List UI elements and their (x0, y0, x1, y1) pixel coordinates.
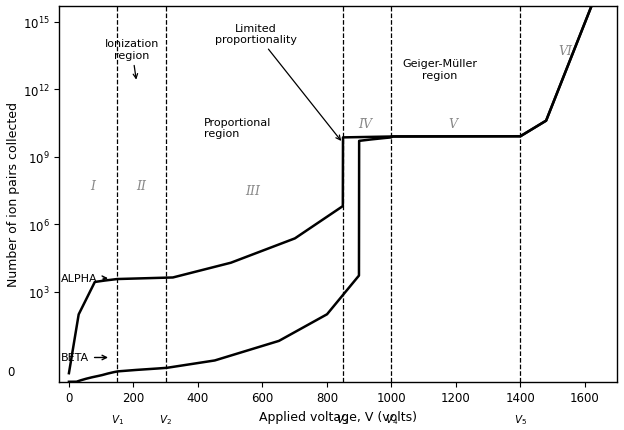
Text: $V_3$: $V_3$ (336, 412, 349, 426)
Text: BETA: BETA (61, 353, 107, 362)
Text: II: II (137, 180, 147, 193)
Text: Ionization
region: Ionization region (105, 39, 159, 79)
Text: IV: IV (359, 118, 373, 131)
Text: VI: VI (558, 45, 572, 58)
Text: $V_5$: $V_5$ (514, 412, 527, 426)
Text: 0: 0 (7, 365, 14, 378)
Text: I: I (90, 180, 95, 193)
X-axis label: Applied voltage, V (volts): Applied voltage, V (volts) (259, 410, 417, 423)
Text: $V_2$: $V_2$ (159, 412, 172, 426)
Text: Proportional
region: Proportional region (204, 117, 271, 139)
Text: III: III (245, 185, 260, 198)
Text: Geiger-Müller
region: Geiger-Müller region (402, 59, 477, 80)
Text: $V_4$: $V_4$ (385, 412, 398, 426)
Text: V: V (448, 118, 457, 131)
Text: Limited
proportionality: Limited proportionality (215, 24, 341, 141)
Text: ALPHA: ALPHA (61, 273, 107, 283)
Y-axis label: Number of ion pairs collected: Number of ion pairs collected (7, 102, 20, 287)
Text: $V_1$: $V_1$ (110, 412, 124, 426)
